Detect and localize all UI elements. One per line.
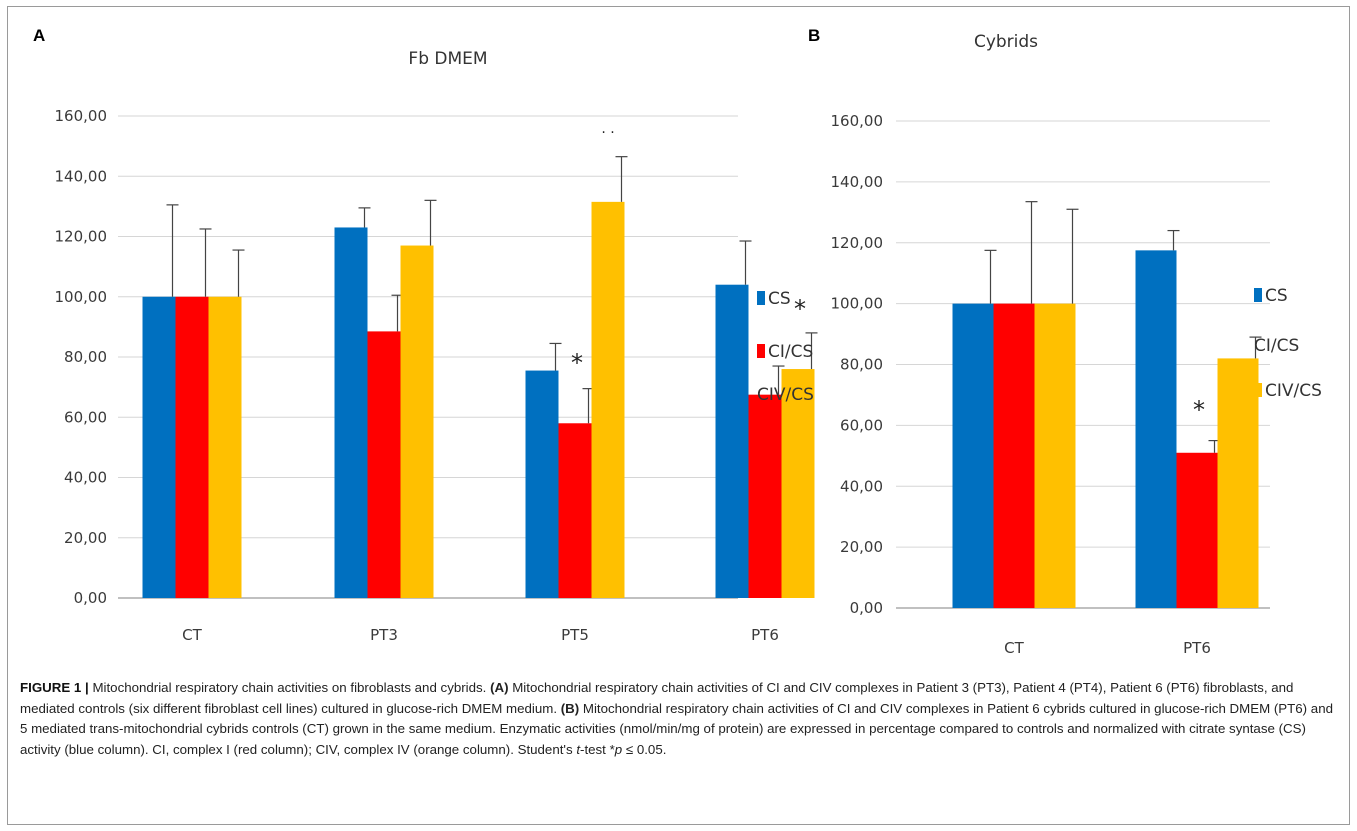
caption-t-italic: t [576, 741, 581, 757]
chart1-legend-label: CI/CS [768, 342, 813, 362]
figure-charts: Fb DMEM 0,00 20,00 40,00 60,00 80,00 100,00 120… [55, 32, 1322, 657]
caption-label: FIGURE 1 | [20, 680, 89, 695]
caption-text-4: -test * [580, 741, 615, 757]
chart1-bar [400, 245, 434, 598]
chart1-bar [748, 394, 782, 598]
chart1-x-tick-label: PT6 [751, 626, 779, 644]
chart1-legend-swatch [757, 291, 765, 305]
chart1-y-tick-label: 60,00 [64, 408, 107, 426]
chart1-legend-label: CS [768, 289, 791, 309]
chart1-bar [175, 296, 209, 598]
chart1-y-tick-label: 120,00 [55, 228, 108, 246]
chart1-legend-swatch [757, 344, 765, 358]
chart1-x-tick-label: PT3 [370, 626, 398, 644]
chart2-y-tick-label: 80,00 [840, 356, 883, 374]
chart1-bar [591, 201, 625, 598]
caption-text-2: Mitochondrial respiratory chain activiti… [20, 680, 1294, 716]
caption-tag-b: (B) [560, 700, 580, 716]
chart1-bar [715, 284, 749, 598]
chart2-bar [952, 303, 994, 608]
figure-frame [7, 6, 1350, 825]
chart2-legend-label: CIV/CS [1265, 381, 1322, 401]
chart2-y-tick-label: 0,00 [850, 599, 883, 617]
chart1-bar [208, 296, 242, 598]
caption-text-1: Mitochondrial respiratory chain activiti… [88, 680, 491, 695]
chart2-bar [1217, 358, 1259, 608]
chart1-annotation: · · [601, 125, 614, 141]
figure-caption: FIGURE 1 | Mitochondrial respiratory cha… [20, 678, 1338, 760]
chart2-title: Cybrids [974, 32, 1038, 52]
chart2-legend-swatch [1254, 383, 1262, 397]
chart1-bar [525, 370, 559, 598]
chart2-x-tick-label: CT [1004, 639, 1024, 657]
chart1-y-tick-label: 100,00 [55, 288, 108, 306]
chart1-y-tick-label: 160,00 [55, 107, 108, 125]
caption-text-3: Mitochondrial respiratory chain activiti… [20, 700, 1333, 757]
chart2-x-tick-label: PT6 [1183, 639, 1211, 657]
chart1-bar [142, 296, 176, 598]
chart2-bar [993, 303, 1035, 608]
chart1-legend-label: CIV/CS [757, 385, 814, 405]
panel-label-b: B [808, 26, 821, 45]
chart2-y-tick-label: 60,00 [840, 416, 883, 434]
chart1-annotation: * [794, 295, 806, 323]
chart2-legend-swatch [1254, 288, 1262, 302]
chart2-y-tick-label: 40,00 [840, 477, 883, 495]
caption-p-italic: p [614, 741, 623, 757]
chart1-x-tick-label: CT [182, 626, 202, 644]
chart2-y-tick-label: 120,00 [831, 234, 884, 252]
chart2-annotation: * [1193, 396, 1205, 424]
chart2-y-tick-label: 140,00 [831, 173, 884, 191]
chart1-bar [367, 331, 401, 598]
chart1-bar [558, 423, 592, 598]
chart2-bar [1135, 250, 1177, 608]
caption-text-5: ≤ 0.05. [622, 741, 667, 757]
chart2-y-tick-label: 20,00 [840, 538, 883, 556]
chart2-y-tick-label: 160,00 [831, 112, 884, 130]
chart1-y-tick-label: 20,00 [64, 529, 107, 547]
chart1-y-tick-label: 140,00 [55, 167, 108, 185]
chart2-y-tick-label: 100,00 [831, 295, 884, 313]
chart2-legend-label: CS [1265, 286, 1288, 306]
chart1-x-tick-label: PT5 [561, 626, 589, 644]
panel-label-a: A [33, 26, 46, 45]
chart2-bar [1034, 303, 1076, 608]
chart1-title: Fb DMEM [408, 49, 487, 69]
chart1-y-tick-label: 80,00 [64, 348, 107, 366]
chart2-legend-label: CI/CS [1254, 336, 1299, 356]
chart1-y-tick-label: 40,00 [64, 469, 107, 487]
chart1-y-tick-label: 0,00 [74, 589, 107, 607]
chart1-annotation: * [571, 349, 583, 377]
chart1-bar [334, 227, 368, 598]
chart1-bar [781, 369, 815, 598]
chart2-bar [1176, 452, 1218, 608]
caption-tag-a: (A) [490, 680, 509, 695]
